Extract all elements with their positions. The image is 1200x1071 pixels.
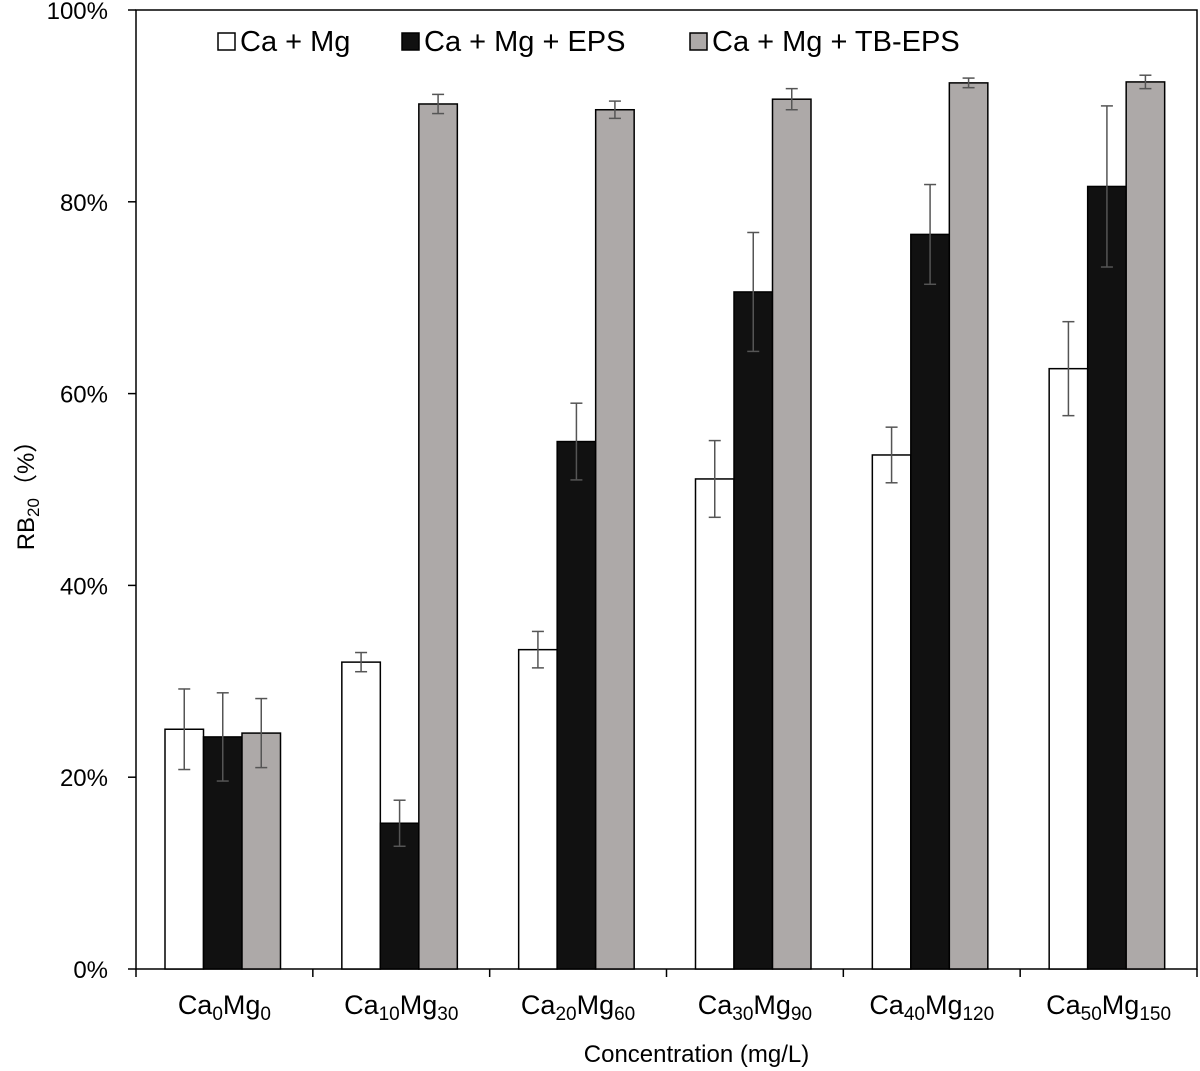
y-tick-label: 100%	[47, 0, 108, 25]
bar	[341, 661, 382, 970]
y-tick-label: 40%	[60, 573, 108, 600]
legend-label: Ca + Mg + EPS	[424, 26, 626, 58]
x-category-label: Ca0Mg0	[178, 990, 271, 1025]
y-tick-label: 0%	[73, 957, 108, 984]
legend-swatch	[217, 32, 236, 51]
x-category-label: Ca20Mg60	[521, 990, 635, 1025]
legend-label: Ca + Mg	[240, 26, 350, 58]
x-axis-title: Concentration (mg/L)	[584, 1041, 809, 1068]
bar	[1048, 367, 1089, 970]
bar	[517, 648, 558, 970]
bar	[733, 291, 774, 970]
bar	[556, 440, 597, 970]
x-category-label: Ca10Mg30	[344, 990, 458, 1025]
y-tick-label: 20%	[60, 765, 108, 792]
bar	[694, 478, 735, 970]
plot-area-frame	[135, 9, 1198, 970]
bar	[594, 108, 635, 970]
bar	[379, 822, 420, 970]
y-axis-title: RB20（%）	[13, 429, 43, 551]
bar	[871, 454, 912, 970]
bar	[418, 103, 459, 970]
bar	[948, 82, 989, 970]
bar	[771, 98, 812, 970]
bar	[241, 732, 282, 970]
bar	[910, 233, 951, 970]
y-tick-label: 60%	[60, 382, 108, 409]
legend-label: Ca + Mg + TB-EPS	[712, 26, 960, 58]
legend-swatch	[689, 32, 708, 51]
x-category-label: Ca40Mg120	[869, 990, 994, 1025]
y-tick-label: 80%	[60, 190, 108, 217]
x-category-label: Ca50Mg150	[1046, 990, 1171, 1025]
legend-swatch	[401, 32, 420, 51]
bar	[1125, 81, 1166, 970]
bar	[1086, 185, 1127, 970]
x-category-label: Ca30Mg90	[698, 990, 812, 1025]
